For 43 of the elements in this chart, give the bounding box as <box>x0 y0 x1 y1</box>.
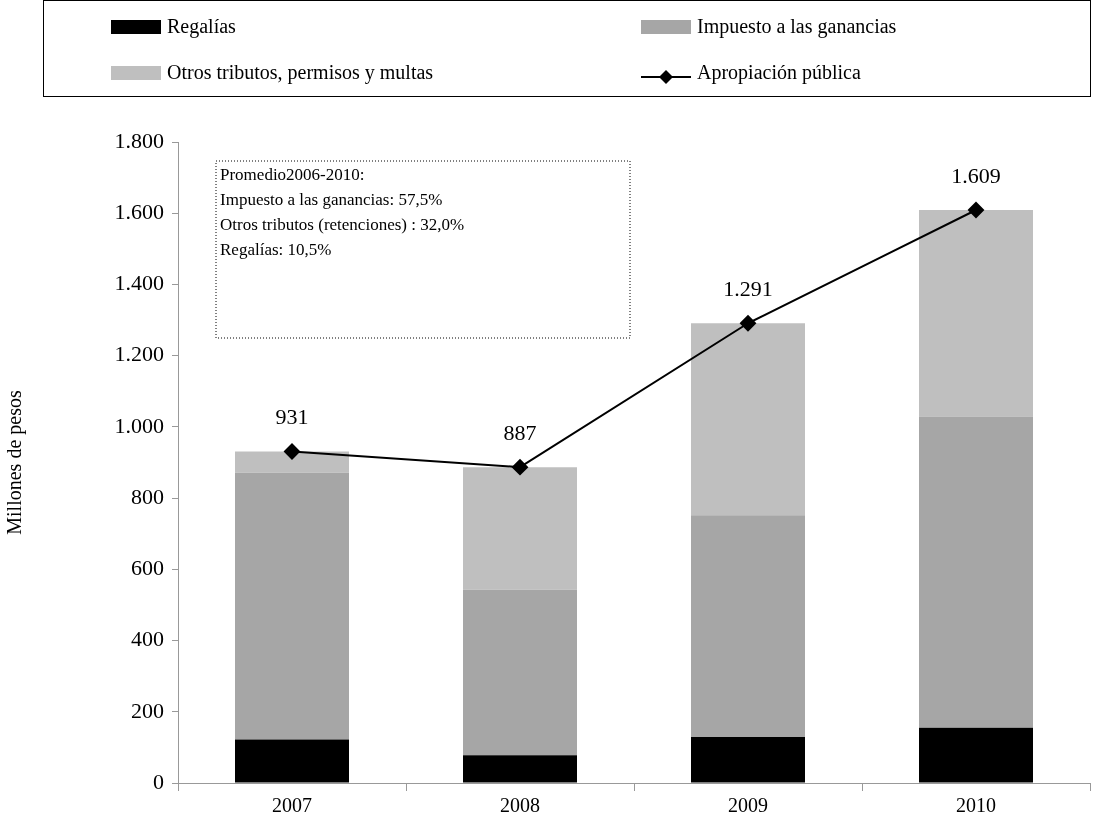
point <box>512 459 528 476</box>
legend-label: Apropiación pública <box>697 61 861 84</box>
bar <box>463 755 577 783</box>
y-tick-label: 400 <box>131 626 164 652</box>
bar <box>919 727 1033 783</box>
point <box>284 443 300 460</box>
x-tick-label: 2008 <box>500 794 540 817</box>
bar <box>691 737 805 783</box>
y-tick-label: 1.400 <box>114 270 164 296</box>
bar <box>235 472 349 740</box>
legend-label: Otros tributos, permisos y multas <box>167 61 434 84</box>
data-label: 931 <box>275 404 309 430</box>
annotation: Impuesto a las ganancias: 57,5% <box>220 189 443 209</box>
point <box>968 202 984 219</box>
data-label: 887 <box>503 419 537 445</box>
bar <box>919 210 1033 417</box>
annotation: Promedio2006-2010: <box>220 164 365 184</box>
bar <box>691 323 805 516</box>
y-tick-label: 1.000 <box>114 412 164 438</box>
legend-label: Regalías <box>167 15 236 38</box>
y-tick-label: 600 <box>131 555 164 581</box>
legend-label: Impuesto a las ganancias <box>697 15 897 38</box>
y-tick-label: 200 <box>131 697 164 723</box>
x-tick-label: 2007 <box>272 794 312 817</box>
bar <box>691 515 805 738</box>
bar <box>235 451 349 473</box>
annotation: Regalías: 10,5% <box>220 239 332 259</box>
y-tick-label: 0 <box>153 768 164 794</box>
data-label: 1.609 <box>951 162 1001 188</box>
x-tick-label: 2010 <box>956 794 996 817</box>
y-tick-label: 1.200 <box>114 341 164 367</box>
bar <box>463 467 577 590</box>
y-tick-label: 1.800 <box>114 127 164 153</box>
annotation: Otros tributos (retenciones) : 32,0% <box>220 214 465 234</box>
bar <box>463 589 577 756</box>
data-label: 1.291 <box>723 276 773 302</box>
y-tick-label: 1.600 <box>114 199 164 224</box>
x-tick-label: 2009 <box>728 794 768 817</box>
bar <box>919 416 1033 728</box>
bar <box>235 739 349 783</box>
point <box>740 315 756 332</box>
y-axis-title: Millones de pesos <box>3 390 27 535</box>
y-tick-label: 800 <box>131 483 164 509</box>
